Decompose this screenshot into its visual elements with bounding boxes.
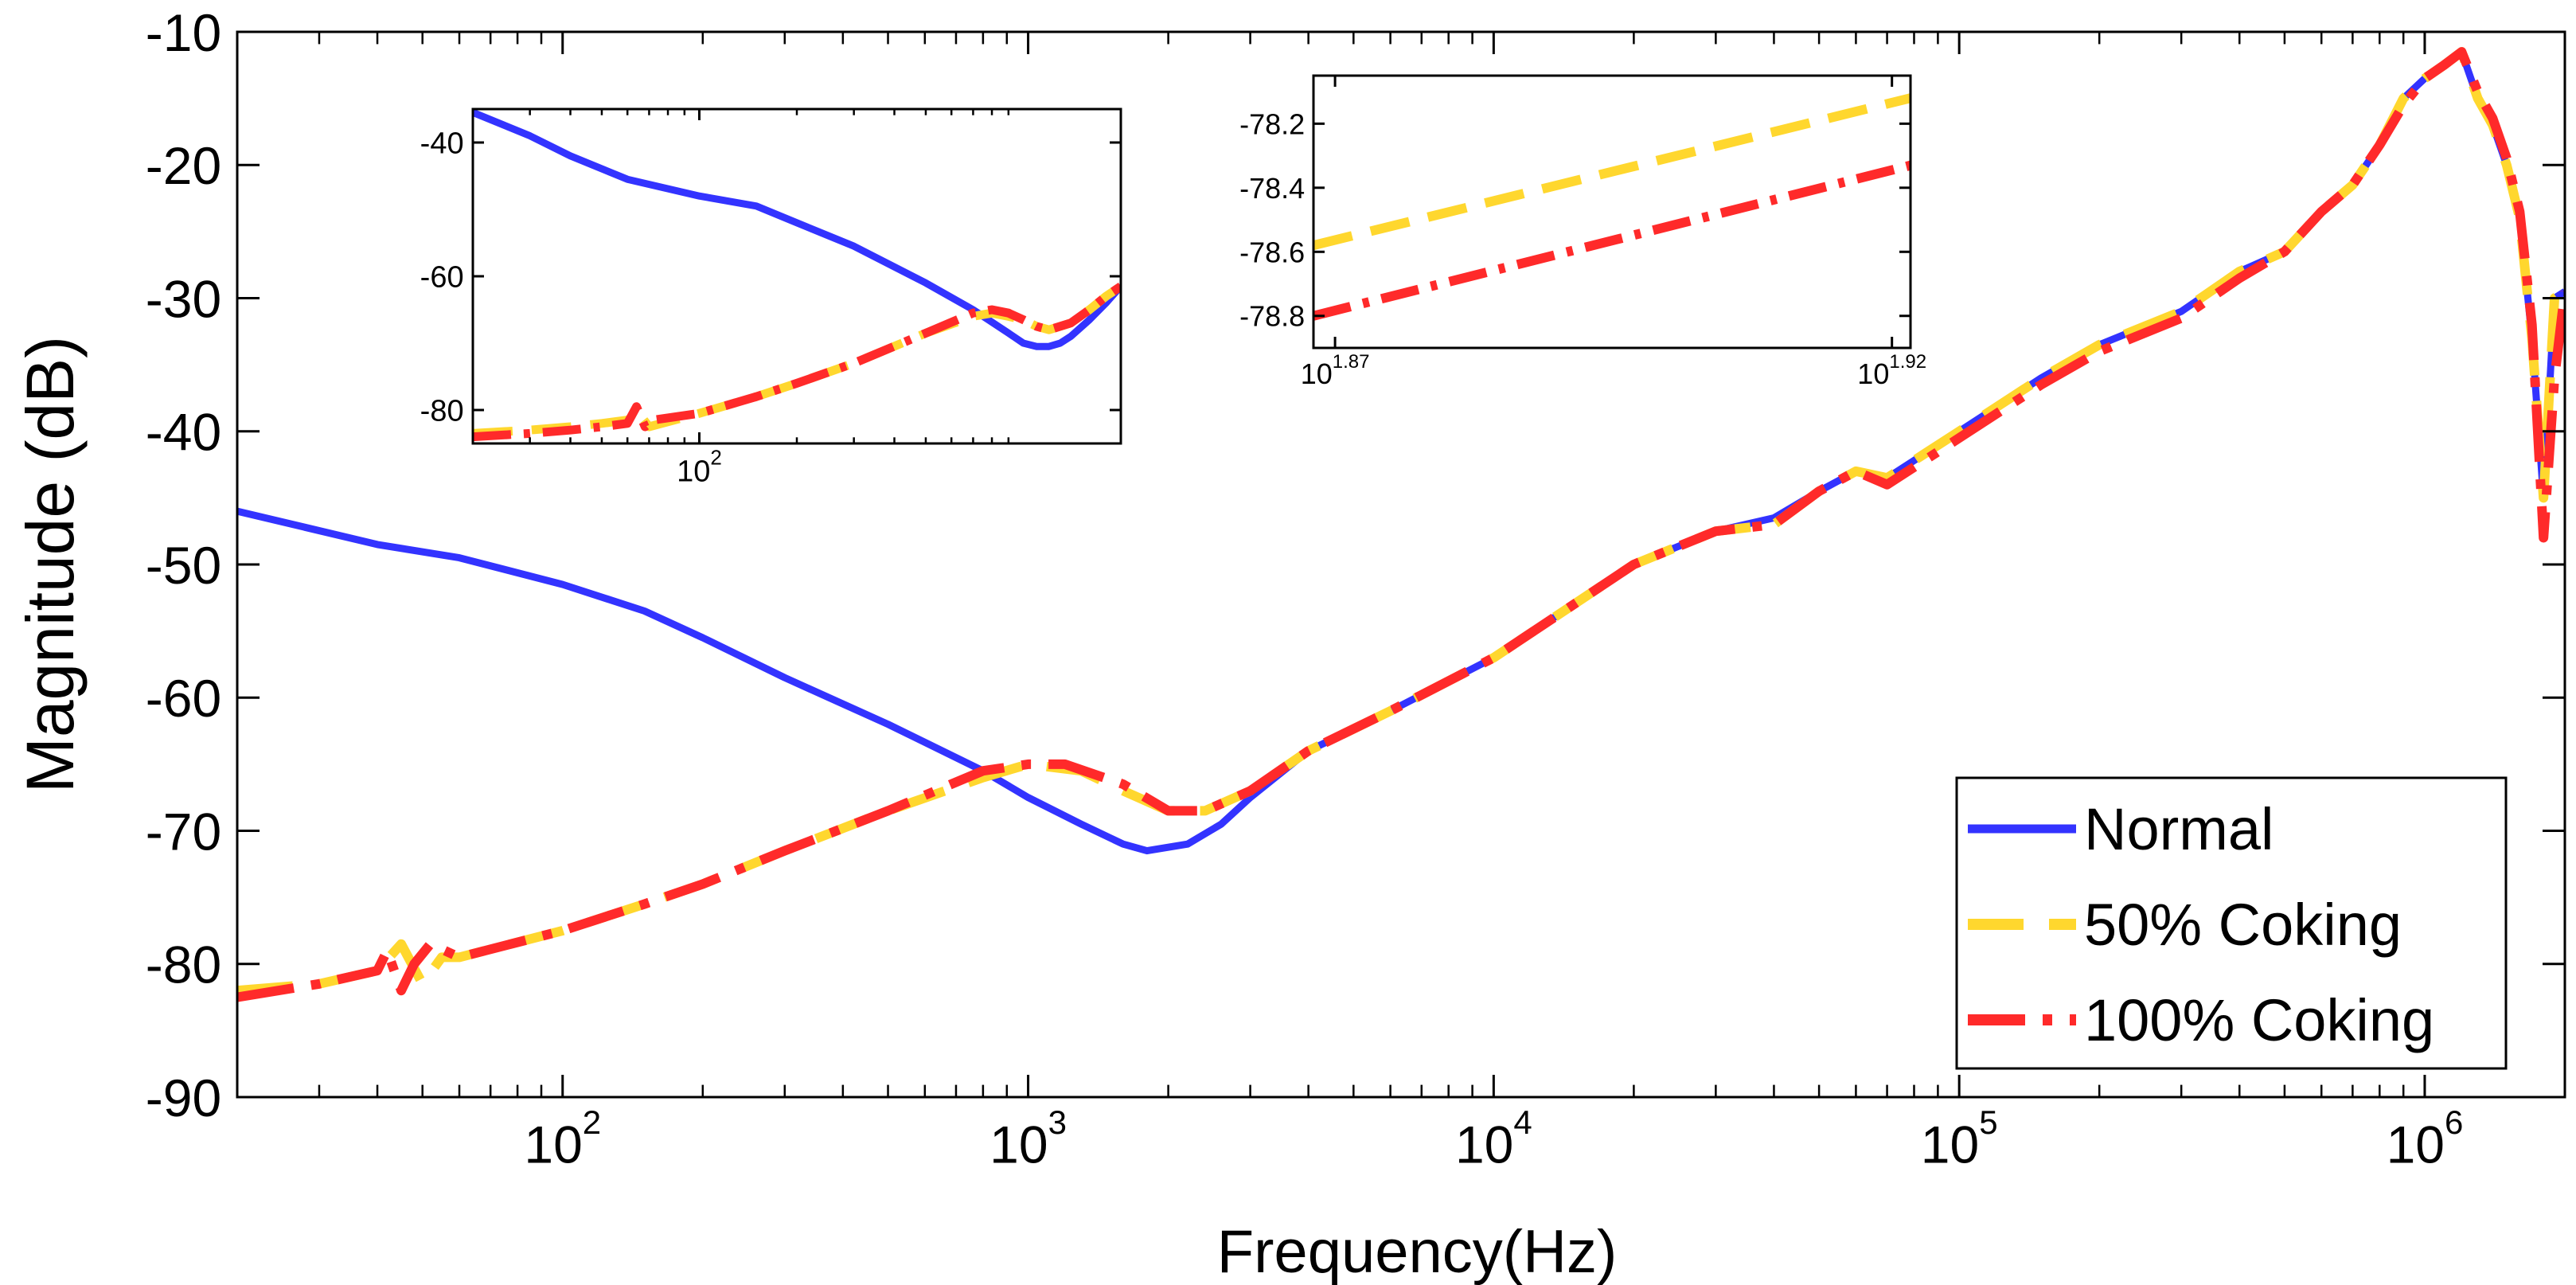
main-y-tick-label: -40 bbox=[146, 403, 221, 462]
inset-left-x-tick-label: 102 bbox=[677, 446, 722, 489]
inset-left-y-tick-label: -40 bbox=[420, 127, 464, 161]
inset-right-y-tick-label: -78.2 bbox=[1239, 107, 1305, 140]
main-y-tick-label: -10 bbox=[146, 3, 221, 62]
main-chart: -90 -80 -70 -60 -50 -40 -30 -20 -10 102 103 104 105 1… bbox=[13, 3, 2566, 1285]
main-y-tick-label: -20 bbox=[146, 136, 221, 195]
legend-label-100-coking: 100% Coking bbox=[2084, 987, 2434, 1053]
legend: Normal 50% Coking 100% Coking bbox=[1955, 776, 2508, 1070]
main-x-tick-label: 105 bbox=[1921, 1103, 1998, 1174]
main-x-tick-label: 103 bbox=[989, 1103, 1067, 1174]
main-y-tick-label: -50 bbox=[146, 536, 221, 595]
inset-right-y-tick-label: -78.4 bbox=[1239, 172, 1305, 205]
inset-right-chart: -78.8 -78.6 -78.4 -78.2 101.87 101.92 bbox=[1239, 74, 1926, 390]
x-axis-label: Frequency(Hz) bbox=[1217, 1218, 1618, 1285]
inset-right-axes-frame bbox=[1312, 74, 1912, 350]
inset-right-x-tick-label: 101.92 bbox=[1857, 351, 1926, 390]
inset-right-plot-background bbox=[1313, 76, 1911, 348]
inset-left-series-group bbox=[473, 109, 1121, 442]
legend-label-50-coking: 50% Coking bbox=[2084, 892, 2402, 958]
main-series-line-100-coking bbox=[237, 47, 2565, 1002]
inset-right-x-tick-label: 101.87 bbox=[1301, 351, 1370, 390]
inset-right-series-line-1 bbox=[1313, 160, 1911, 321]
y-axis-label: Magnitude (dB) bbox=[13, 336, 88, 793]
inset-right-y-tick-label: -78.8 bbox=[1239, 300, 1305, 333]
main-y-tick-label: -60 bbox=[146, 669, 221, 728]
main-y-tick-label: -80 bbox=[146, 935, 221, 994]
inset-right-series-group bbox=[1313, 93, 1911, 321]
main-x-tick-label: 102 bbox=[524, 1103, 601, 1174]
inset-left-y-tick-label: -60 bbox=[420, 261, 464, 295]
main-series-group bbox=[237, 47, 2565, 1002]
main-series-line-normal bbox=[237, 48, 2565, 855]
legend-label-normal: Normal bbox=[2084, 796, 2274, 862]
inset-left-y-tick-label: -80 bbox=[420, 395, 464, 428]
main-x-tick-label: 104 bbox=[1455, 1103, 1532, 1174]
inset-right-y-tick-label: -78.6 bbox=[1239, 236, 1305, 268]
inset-left-chart: -80 -60 -40 102 bbox=[420, 107, 1122, 489]
main-y-tick-label: -70 bbox=[146, 802, 221, 861]
main-y-tick-label: -30 bbox=[146, 269, 221, 328]
main-x-tick-label: 106 bbox=[2387, 1103, 2464, 1174]
inset-right-series-line-0 bbox=[1313, 93, 1911, 251]
main-y-tick-label: -90 bbox=[146, 1068, 221, 1127]
inset-left-series-line-2 bbox=[473, 283, 1121, 442]
